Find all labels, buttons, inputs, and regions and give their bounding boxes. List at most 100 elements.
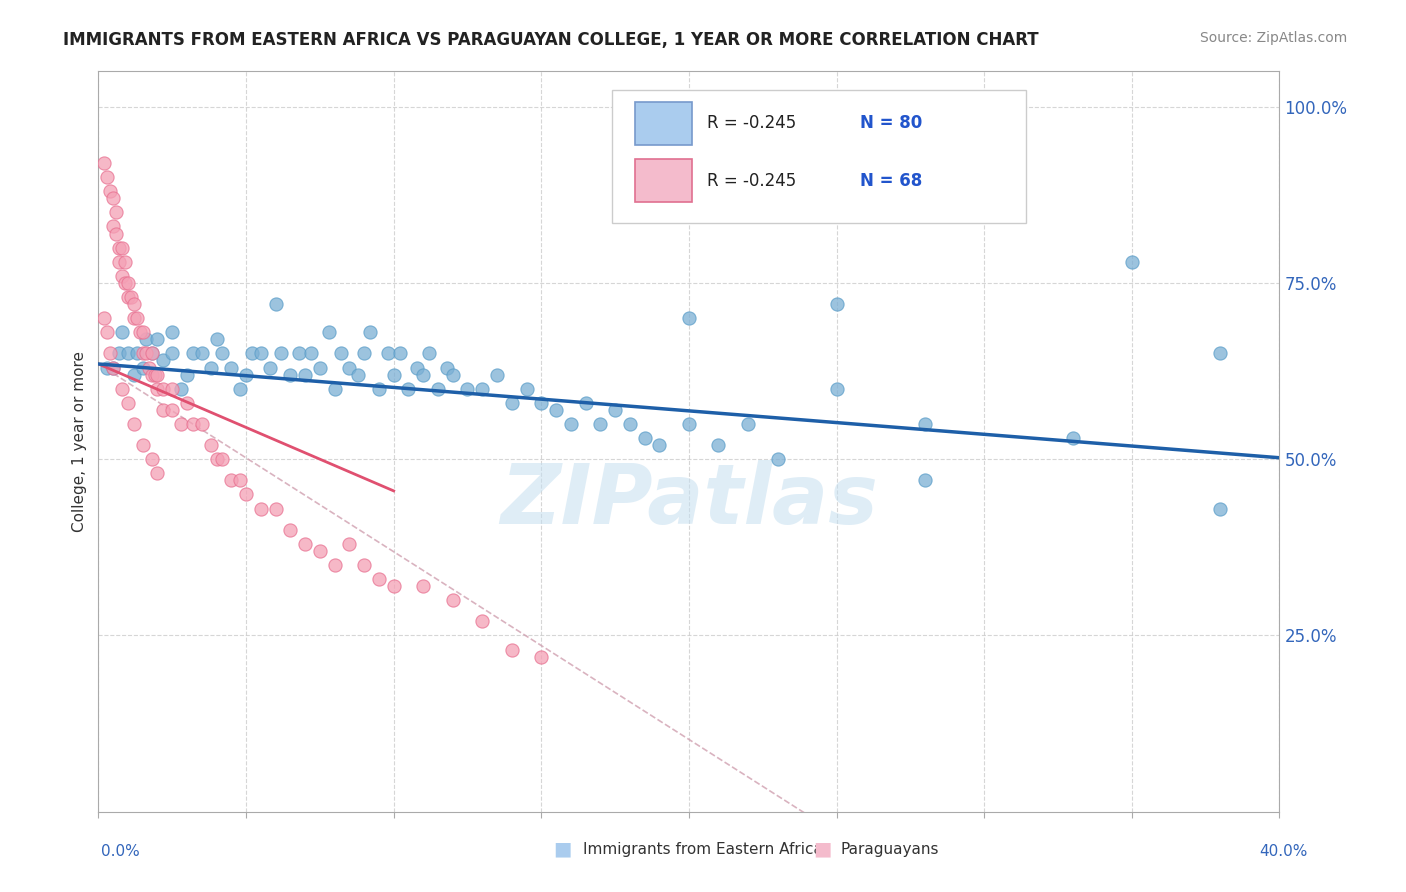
Point xyxy=(176,396,198,410)
Point xyxy=(347,368,370,382)
Point xyxy=(235,487,257,501)
Point xyxy=(152,353,174,368)
Point xyxy=(299,346,322,360)
Point xyxy=(128,325,150,339)
Point xyxy=(200,360,222,375)
Point xyxy=(1121,254,1143,268)
Point xyxy=(122,297,145,311)
Point xyxy=(914,473,936,487)
Point xyxy=(120,290,142,304)
Point xyxy=(176,368,198,382)
Point xyxy=(141,452,163,467)
Point xyxy=(388,346,411,360)
Point xyxy=(250,501,273,516)
Point xyxy=(530,649,553,664)
Point xyxy=(103,219,125,234)
Point xyxy=(108,254,131,268)
Point xyxy=(114,254,136,268)
Point xyxy=(259,360,281,375)
Point xyxy=(294,537,316,551)
Point xyxy=(825,382,848,396)
Point xyxy=(240,346,263,360)
Point xyxy=(678,311,700,326)
Point xyxy=(211,452,233,467)
Point xyxy=(221,473,243,487)
Point xyxy=(441,368,464,382)
Text: R = -0.245: R = -0.245 xyxy=(707,172,796,190)
Point xyxy=(270,346,292,360)
Point xyxy=(398,382,420,396)
Point xyxy=(111,325,134,339)
Point xyxy=(501,642,523,657)
Point xyxy=(250,346,273,360)
Point xyxy=(103,191,125,205)
Point xyxy=(162,346,183,360)
Point xyxy=(575,396,598,410)
Point xyxy=(141,346,163,360)
Point xyxy=(264,501,287,516)
Point xyxy=(737,417,759,431)
Point xyxy=(441,593,464,607)
Point xyxy=(530,396,553,410)
Point xyxy=(205,332,228,346)
Point xyxy=(323,558,346,572)
Point xyxy=(221,360,243,375)
Point xyxy=(98,346,121,360)
Point xyxy=(648,438,671,452)
Point xyxy=(825,297,848,311)
Point xyxy=(98,184,121,198)
Point xyxy=(605,402,627,417)
Point xyxy=(766,452,789,467)
Point xyxy=(191,417,214,431)
Point xyxy=(111,382,134,396)
Point xyxy=(105,205,128,219)
Point xyxy=(589,417,612,431)
Text: R = -0.245: R = -0.245 xyxy=(707,114,796,132)
Point xyxy=(146,332,169,346)
Point xyxy=(125,346,148,360)
Point xyxy=(486,368,509,382)
Point xyxy=(191,346,214,360)
Point xyxy=(382,579,405,593)
Point xyxy=(382,368,405,382)
Point xyxy=(96,325,118,339)
Point xyxy=(117,396,139,410)
Point xyxy=(973,205,995,219)
Point xyxy=(200,438,222,452)
Text: 40.0%: 40.0% xyxy=(1260,845,1308,859)
Point xyxy=(471,615,494,629)
Point xyxy=(264,297,287,311)
Point xyxy=(288,346,311,360)
Point xyxy=(132,360,155,375)
Point xyxy=(280,523,302,537)
Point xyxy=(135,332,157,346)
Point xyxy=(546,402,568,417)
Point xyxy=(457,382,479,396)
Point xyxy=(353,346,375,360)
Point xyxy=(96,170,118,185)
Text: Source: ZipAtlas.com: Source: ZipAtlas.com xyxy=(1199,31,1347,45)
Point xyxy=(143,368,166,382)
Point xyxy=(103,360,125,375)
Point xyxy=(103,360,125,375)
Point xyxy=(368,572,391,586)
Point xyxy=(280,368,302,382)
Point xyxy=(427,382,450,396)
Point xyxy=(294,368,316,382)
Text: ■: ■ xyxy=(813,839,832,859)
Point xyxy=(181,346,204,360)
Point xyxy=(117,276,139,290)
Point xyxy=(353,558,375,572)
Point xyxy=(152,402,174,417)
Point xyxy=(122,311,145,326)
Point xyxy=(93,156,115,170)
Point xyxy=(117,346,139,360)
Point xyxy=(108,241,131,255)
Y-axis label: College, 1 year or more: College, 1 year or more xyxy=(72,351,87,532)
Point xyxy=(229,473,252,487)
Point xyxy=(146,467,169,481)
Point xyxy=(146,368,169,382)
Point xyxy=(132,346,155,360)
Point xyxy=(111,268,134,283)
Text: N = 68: N = 68 xyxy=(860,172,922,190)
